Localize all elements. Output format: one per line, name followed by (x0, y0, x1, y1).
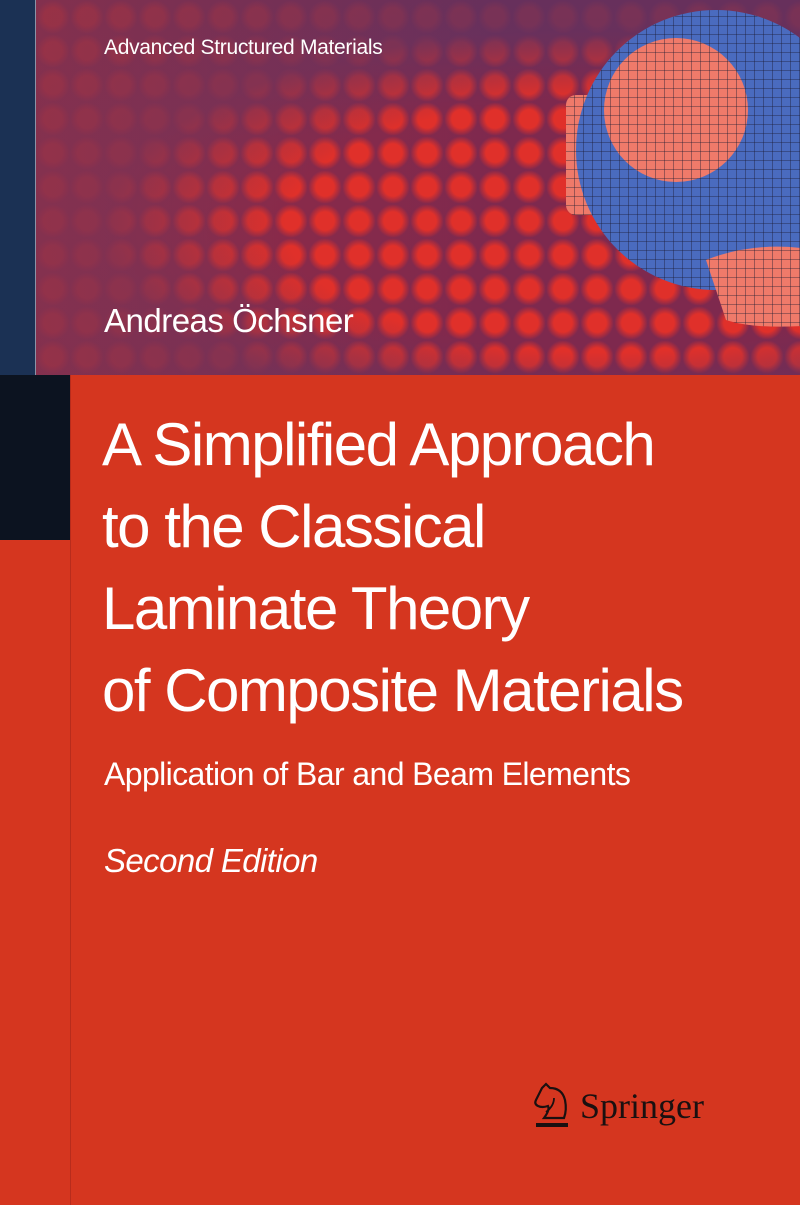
publisher-logo: Springer (532, 1082, 704, 1130)
author-name: Andreas Öchsner (104, 302, 354, 339)
publisher-name: Springer (580, 1086, 704, 1126)
spine-strip (0, 0, 35, 375)
series-name: Advanced Structured Materials (104, 36, 383, 59)
fe-mesh-sphere-image (566, 10, 800, 327)
divider (35, 0, 36, 375)
chess-knight-icon (534, 1082, 568, 1127)
cover-art-area: Advanced Structured Materials Andreas Öc… (0, 0, 800, 375)
title-line: to the Classical (102, 493, 486, 560)
title-line: of Composite Materials (102, 657, 684, 724)
edition-label: Second Edition (104, 842, 318, 879)
book-subtitle: Application of Bar and Beam Elements (104, 756, 631, 792)
title-line: Laminate Theory (102, 575, 530, 642)
book-title: A Simplified Approach to the Classical L… (102, 404, 684, 732)
divider (70, 375, 71, 1205)
spine-block (0, 375, 70, 540)
title-line: A Simplified Approach (102, 411, 656, 478)
